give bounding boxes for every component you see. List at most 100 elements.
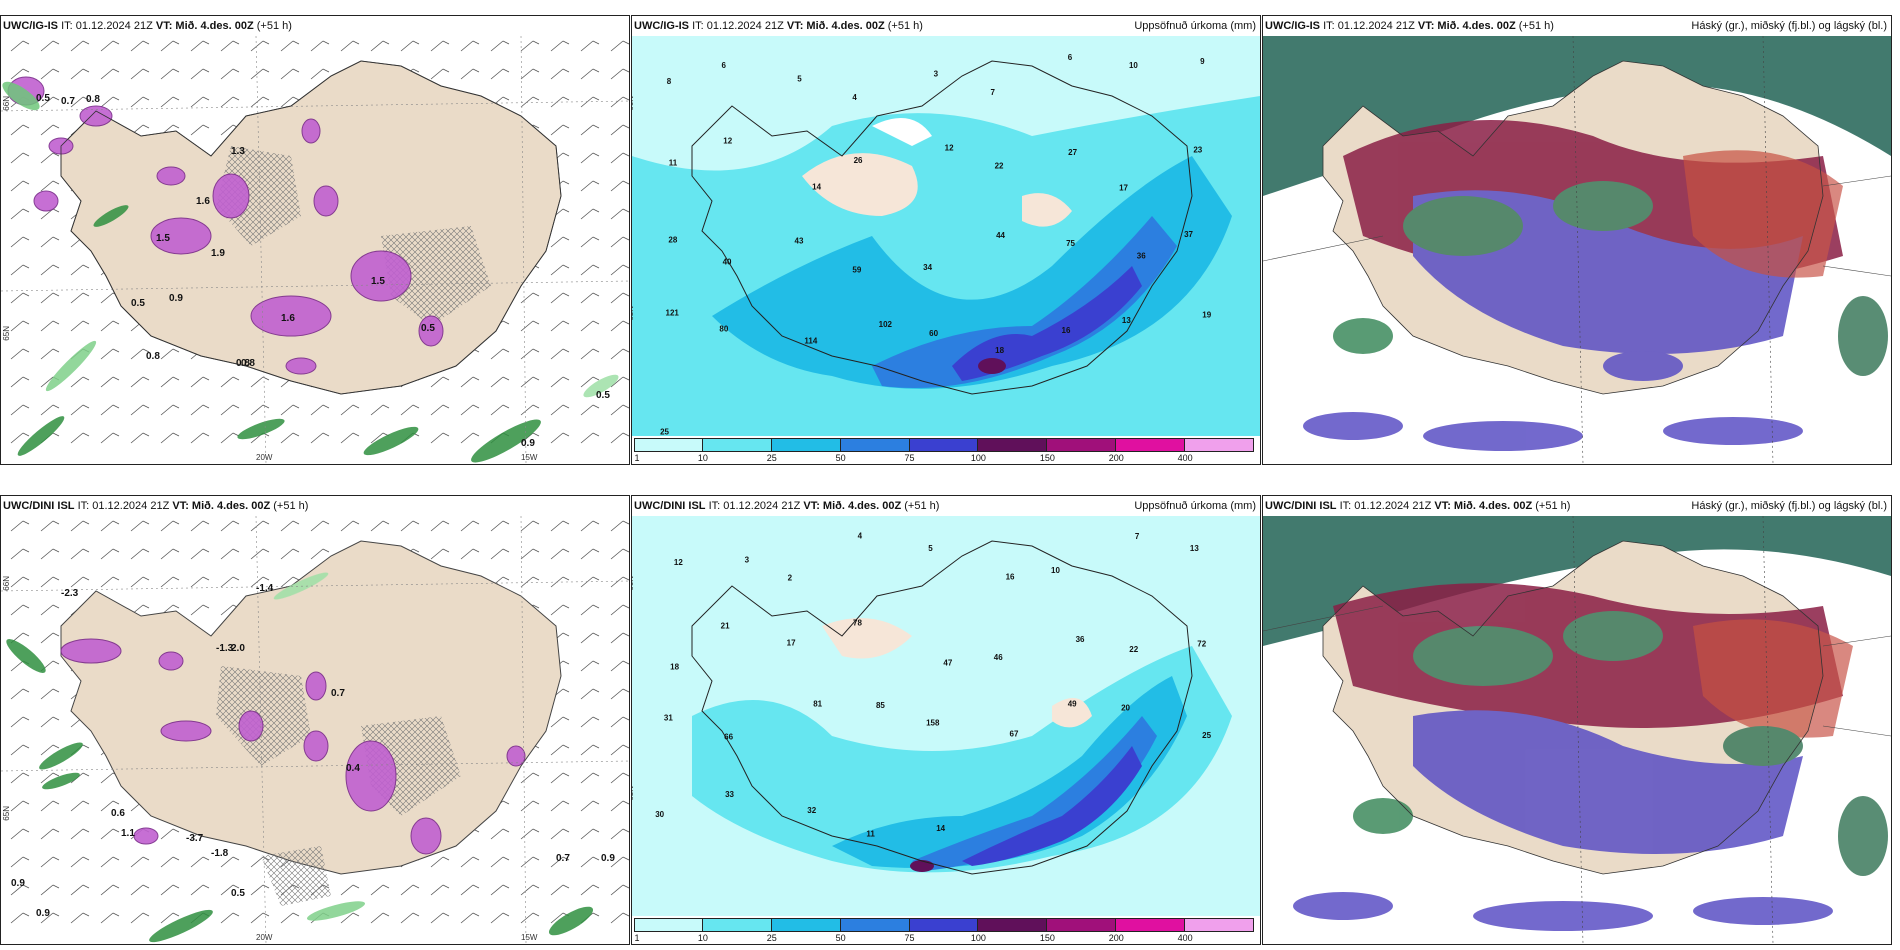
wind-barb <box>550 884 570 896</box>
rain-areas <box>2 81 619 463</box>
wind-barb <box>190 376 210 388</box>
wind-barb <box>280 68 300 80</box>
valid-time: Mið. 4.des. 00Z <box>822 500 902 512</box>
precip-value: 66 <box>724 733 733 742</box>
valid-time: Mið. 4.des. 00Z <box>1437 20 1516 32</box>
wind-barb <box>520 96 540 108</box>
init-time: IT: 01.12.2024 21Z <box>77 500 170 512</box>
wind-barb <box>220 548 240 560</box>
wind-barb <box>370 884 390 896</box>
precip-value: 26 <box>854 156 863 165</box>
wind-barb <box>340 40 360 52</box>
product-title: Háský (gr.), miðský (fj.bl.) og lágský (… <box>1691 500 1887 512</box>
svg-text:0.9: 0.9 <box>521 438 535 449</box>
wind-barb <box>40 180 60 192</box>
colorbar-tick: 10 <box>697 933 708 943</box>
svg-text:0.5: 0.5 <box>36 93 50 104</box>
precip-value: 85 <box>876 701 885 710</box>
wind-barb <box>610 660 629 672</box>
precip-value: 14 <box>812 182 821 191</box>
wind-barb <box>250 884 270 896</box>
wind-barb <box>580 208 600 220</box>
wind-barb <box>10 348 30 360</box>
precip-value: 36 <box>1137 252 1146 261</box>
wind-barb <box>610 632 629 644</box>
wind-barb <box>190 124 210 136</box>
colorbar-segment <box>702 918 772 932</box>
wind-barb <box>550 828 570 840</box>
wind-barb <box>70 292 90 304</box>
wind-barb <box>10 800 30 812</box>
wind-barb <box>580 604 600 616</box>
panel-accum-precip-igis: UWC/IG-IS IT: 01.12.2024 21Z VT: Mið. 4.… <box>631 15 1261 465</box>
wind-barb <box>550 604 570 616</box>
wind-barb <box>520 772 540 784</box>
colorbar: 1 10 25 50 75 100 150 200 400 <box>632 436 1260 464</box>
panel-header: UWC/IG-IS IT: 01.12.2024 21Z VT: Mið. 4.… <box>1263 16 1891 36</box>
wind-barb <box>550 520 570 532</box>
wind-barb <box>160 348 180 360</box>
colorbar-tick: 100 <box>970 933 986 943</box>
init-time: IT: 01.12.2024 21Z <box>1339 500 1432 512</box>
wind-barb <box>580 68 600 80</box>
wind-barb <box>520 404 540 416</box>
wind-barb <box>490 348 510 360</box>
wind-barb <box>70 856 90 868</box>
wind-barb <box>610 404 629 416</box>
wind-barb <box>610 180 629 192</box>
wind-barb <box>580 688 600 700</box>
wind-barb <box>490 548 510 560</box>
svg-text:1.6: 1.6 <box>281 313 295 324</box>
wind-barb <box>550 772 570 784</box>
wind-barb <box>250 576 270 588</box>
lead-time: (+51 h) <box>887 20 923 32</box>
wind-barb <box>550 320 570 332</box>
wind-barb <box>520 884 540 896</box>
wind-barb <box>400 884 420 896</box>
colorbar-segment <box>1047 438 1117 452</box>
precip-value: 80 <box>719 325 728 334</box>
valid-time-label: VT: <box>155 20 173 32</box>
wind-barb <box>610 856 629 868</box>
svg-text:0.6: 0.6 <box>111 808 125 819</box>
wind-barb <box>580 576 600 588</box>
wind-barb <box>40 800 60 812</box>
wind-barb <box>40 548 60 560</box>
wind-barb <box>160 376 180 388</box>
precip-band-75 <box>952 266 1142 381</box>
wind-barb <box>580 632 600 644</box>
wind-barb <box>610 548 629 560</box>
wind-barb <box>130 856 150 868</box>
wind-barb <box>70 576 90 588</box>
svg-text:1.3: 1.3 <box>231 146 245 157</box>
colorbar-tick: 150 <box>1039 453 1055 463</box>
model-name: UWC/DINI ISL <box>1265 500 1337 512</box>
wind-barb <box>10 264 30 276</box>
precip-value: 17 <box>787 638 796 647</box>
colorbar-segment <box>1116 438 1186 452</box>
wind-barb <box>580 432 600 444</box>
colorbar-segment <box>978 438 1048 452</box>
panel-clouds-igis: UWC/IG-IS IT: 01.12.2024 21Z VT: Mið. 4.… <box>1262 15 1892 465</box>
wind-barb <box>10 68 30 80</box>
precip-value: 11 <box>669 158 678 167</box>
precip-value: 102 <box>879 320 893 329</box>
wind-barb <box>40 520 60 532</box>
svg-text:0.5: 0.5 <box>231 888 245 899</box>
wind-barb <box>10 744 30 756</box>
init-time: IT: 01.12.2024 21Z <box>1323 20 1415 32</box>
model-name: UWC/IG-IS <box>634 20 689 32</box>
svg-text:0.9: 0.9 <box>36 908 50 919</box>
wind-barb <box>280 40 300 52</box>
coastline <box>60 60 562 395</box>
precip-value: 59 <box>852 265 861 274</box>
wind-barb <box>580 124 600 136</box>
wind-barb <box>550 432 570 444</box>
model-name: UWC/DINI ISL <box>634 500 706 512</box>
svg-text:0.9: 0.9 <box>11 878 25 889</box>
wind-barb <box>190 548 210 560</box>
map-area: 12 3 2 4 5 16 10 7 13 18 21 17 78 47 46 36 22 72 31 66 81 85 1… <box>632 516 1260 916</box>
wind-barb <box>490 68 510 80</box>
precip-value: 9 <box>1200 57 1205 66</box>
